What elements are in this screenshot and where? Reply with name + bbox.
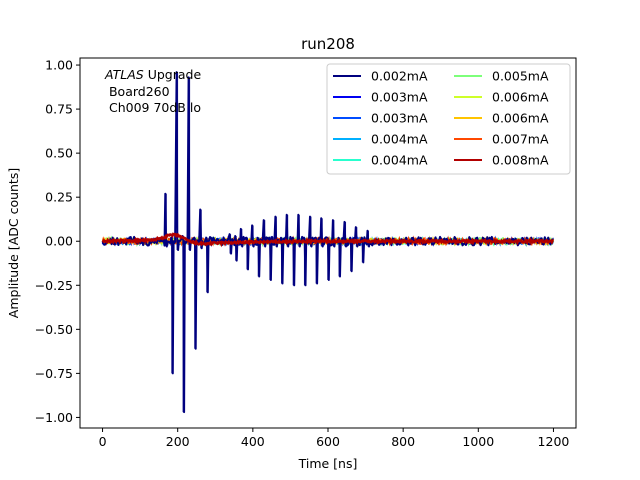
y-tick-label: −0.25	[35, 278, 73, 293]
legend-entry: 0.008mA	[492, 153, 549, 168]
y-axis-label: Amplitude [ADC counts]	[6, 168, 21, 318]
y-tick-label: 1.00	[45, 58, 73, 73]
annotation-atlas: ATLAS	[104, 67, 144, 82]
legend-box	[326, 63, 571, 175]
annotation-line-3: Ch009 70dB lo	[105, 100, 201, 115]
x-tick-label: 600	[316, 434, 340, 449]
y-tick-label: 0.75	[45, 102, 73, 117]
legend-entry: 0.003mA	[371, 90, 428, 105]
atlas-annotation: ATLAS Upgrade Board260 Ch009 70dB lo	[104, 67, 201, 115]
y-tick-label: −1.00	[35, 410, 73, 425]
annotation-upgrade: Upgrade	[144, 67, 202, 82]
legend-entry: 0.004mA	[371, 153, 428, 168]
chart-title: run208	[301, 35, 355, 53]
plot-area	[101, 71, 555, 414]
y-tick-label: −0.75	[35, 366, 73, 381]
x-axis-label: Time [ns]	[298, 456, 358, 471]
y-tick-label: −0.50	[35, 322, 73, 337]
annotation-line-1: ATLAS Upgrade	[104, 67, 201, 82]
x-tick-label: 800	[391, 434, 415, 449]
legend-entry: 0.006mA	[492, 90, 549, 105]
legend-entry: 0.007mA	[492, 132, 549, 147]
x-tick-label: 200	[166, 434, 190, 449]
x-axis: 0 200 400 600 800 1000 1200	[99, 428, 570, 449]
legend: 0.002mA 0.003mA 0.003mA 0.004mA 0.004mA 0.005…	[326, 63, 571, 175]
x-tick-label: 0	[99, 434, 107, 449]
legend-entry: 0.002mA	[371, 69, 428, 84]
legend-entry: 0.006mA	[492, 111, 549, 126]
y-tick-label: 0.25	[45, 190, 73, 205]
y-tick-label: 0.50	[45, 146, 73, 161]
legend-entry: 0.003mA	[371, 111, 428, 126]
series-layer	[101, 71, 555, 414]
y-tick-label: 0.00	[45, 234, 73, 249]
annotation-line-2: Board260	[105, 84, 170, 99]
series-line-10	[101, 232, 554, 248]
x-tick-label: 400	[241, 434, 265, 449]
legend-entry: 0.005mA	[492, 69, 549, 84]
x-tick-label: 1200	[538, 434, 570, 449]
legend-entry: 0.004mA	[371, 132, 428, 147]
y-axis: −1.00 −0.75 −0.50 −0.25 0.00 0.25 0.50 0.75 1.00	[35, 58, 80, 425]
x-tick-label: 1000	[462, 434, 494, 449]
